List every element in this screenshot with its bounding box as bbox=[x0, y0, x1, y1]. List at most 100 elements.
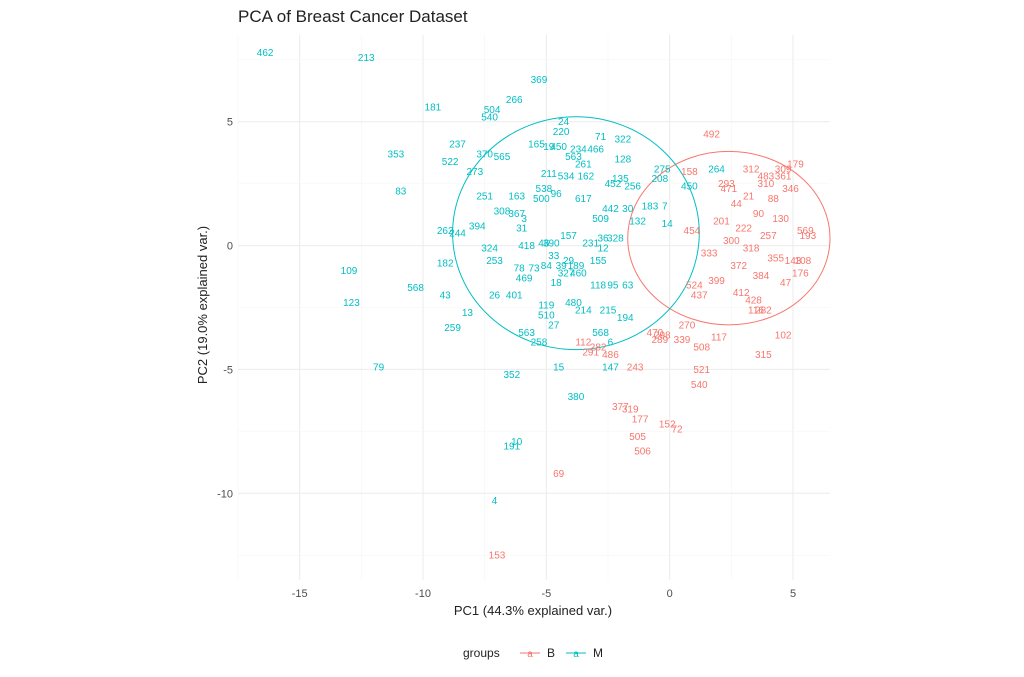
svg-text:a: a bbox=[573, 649, 579, 660]
point-label: 322 bbox=[614, 135, 631, 146]
point-label: 462 bbox=[257, 48, 274, 59]
point-label: 259 bbox=[444, 323, 461, 334]
point-label: 492 bbox=[703, 130, 720, 141]
point-label: 617 bbox=[575, 194, 592, 205]
point-label: 521 bbox=[693, 365, 710, 376]
point-label: 130 bbox=[772, 214, 789, 225]
point-label: 29 bbox=[563, 256, 575, 267]
point-label: 128 bbox=[614, 154, 631, 165]
point-label: 524 bbox=[686, 281, 703, 292]
point-label: 24 bbox=[558, 117, 570, 128]
ticks: -15 -10 -5 0 5 5 0 -5 -10 bbox=[217, 117, 796, 600]
point-label: 442 bbox=[602, 204, 619, 215]
point-label: 112 bbox=[575, 338, 591, 349]
y-tick-label: 0 bbox=[227, 241, 233, 253]
point-label: 44 bbox=[731, 199, 743, 210]
point-label: 310 bbox=[758, 179, 775, 190]
point-label: 333 bbox=[701, 249, 718, 260]
point-label: 262 bbox=[437, 226, 454, 237]
point-label: 324 bbox=[481, 244, 498, 255]
point-label: 69 bbox=[553, 469, 565, 480]
point-label: 18 bbox=[551, 278, 563, 289]
point-label: 450 bbox=[550, 142, 567, 153]
point-label: 108 bbox=[795, 256, 812, 267]
point-label: 116 bbox=[748, 305, 764, 316]
point-label: 181 bbox=[425, 102, 442, 113]
point-label: 480 bbox=[565, 298, 582, 309]
point-label: 538 bbox=[536, 184, 553, 195]
point-label: 289 bbox=[651, 335, 668, 346]
point-label: 90 bbox=[753, 209, 765, 220]
point-label: 291 bbox=[582, 348, 599, 359]
point-label: 19 bbox=[543, 142, 555, 153]
point-label: 300 bbox=[723, 236, 740, 247]
point-label: 71 bbox=[595, 132, 607, 143]
point-label: 264 bbox=[708, 164, 725, 175]
point-label: 33 bbox=[548, 251, 560, 262]
point-label: 510 bbox=[538, 310, 555, 321]
point-label: 244 bbox=[449, 229, 466, 240]
point-label: 73 bbox=[528, 263, 540, 274]
point-label: 563 bbox=[518, 328, 535, 339]
point-label: 182 bbox=[437, 258, 454, 269]
point-label: 312 bbox=[743, 164, 760, 175]
point-label: 6 bbox=[608, 338, 614, 349]
point-label: 353 bbox=[388, 149, 405, 160]
grid bbox=[237, 35, 830, 580]
point-label: 282 bbox=[590, 343, 607, 354]
svg-text:a: a bbox=[527, 649, 533, 660]
point-label: 27 bbox=[548, 320, 560, 331]
point-label: 266 bbox=[506, 95, 523, 106]
point-label: 63 bbox=[622, 281, 634, 292]
point-label: 3 bbox=[521, 214, 527, 225]
point-label: 486 bbox=[602, 350, 619, 361]
point-label: 293 bbox=[718, 179, 735, 190]
point-label: 257 bbox=[760, 231, 777, 242]
point-label: 282 bbox=[755, 305, 772, 316]
point-label: 88 bbox=[768, 194, 780, 205]
point-label: 380 bbox=[568, 392, 585, 403]
point-label: 256 bbox=[624, 182, 641, 193]
point-label: 231 bbox=[582, 239, 599, 250]
point-label: 309 bbox=[775, 164, 792, 175]
point-label: 109 bbox=[341, 266, 358, 277]
point-label: 215 bbox=[600, 305, 617, 316]
point-label: 253 bbox=[486, 256, 503, 267]
point-label: 158 bbox=[681, 167, 698, 178]
point-label: 153 bbox=[489, 551, 506, 562]
point-label: 7 bbox=[662, 201, 668, 212]
point-label: 270 bbox=[679, 320, 696, 331]
point-label: 370 bbox=[476, 149, 493, 160]
point-label: 563 bbox=[565, 152, 582, 163]
point-label: 162 bbox=[577, 172, 594, 183]
point-label: 384 bbox=[753, 271, 770, 282]
legend-key-m: a bbox=[566, 649, 586, 660]
point-label: 258 bbox=[531, 338, 548, 349]
legend-label-b: B bbox=[547, 646, 555, 660]
point-label: 273 bbox=[466, 167, 483, 178]
point-label: 522 bbox=[442, 157, 459, 168]
point-label: 117 bbox=[711, 333, 727, 344]
point-label: 79 bbox=[373, 362, 385, 373]
legend: groups a B a M bbox=[463, 646, 603, 660]
ellipses bbox=[452, 116, 831, 351]
point-label: 208 bbox=[651, 174, 668, 185]
point-label: 15 bbox=[553, 362, 565, 373]
y-tick-label: 5 bbox=[227, 117, 233, 129]
point-label: 213 bbox=[358, 53, 375, 64]
point-label: 568 bbox=[407, 283, 424, 294]
point-label: 177 bbox=[632, 414, 649, 425]
point-label: 143 bbox=[785, 256, 802, 267]
point-label: 26 bbox=[489, 291, 501, 302]
point-label: 47 bbox=[780, 278, 792, 289]
point-label: 327 bbox=[558, 268, 575, 279]
point-label: 506 bbox=[634, 447, 651, 458]
point-label: 540 bbox=[481, 112, 498, 123]
point-label: 102 bbox=[775, 330, 792, 341]
point-label: 201 bbox=[713, 216, 730, 227]
point-label: 12 bbox=[598, 244, 610, 255]
legend-key-b: a bbox=[520, 649, 540, 660]
y-tick-label: -10 bbox=[217, 488, 233, 500]
